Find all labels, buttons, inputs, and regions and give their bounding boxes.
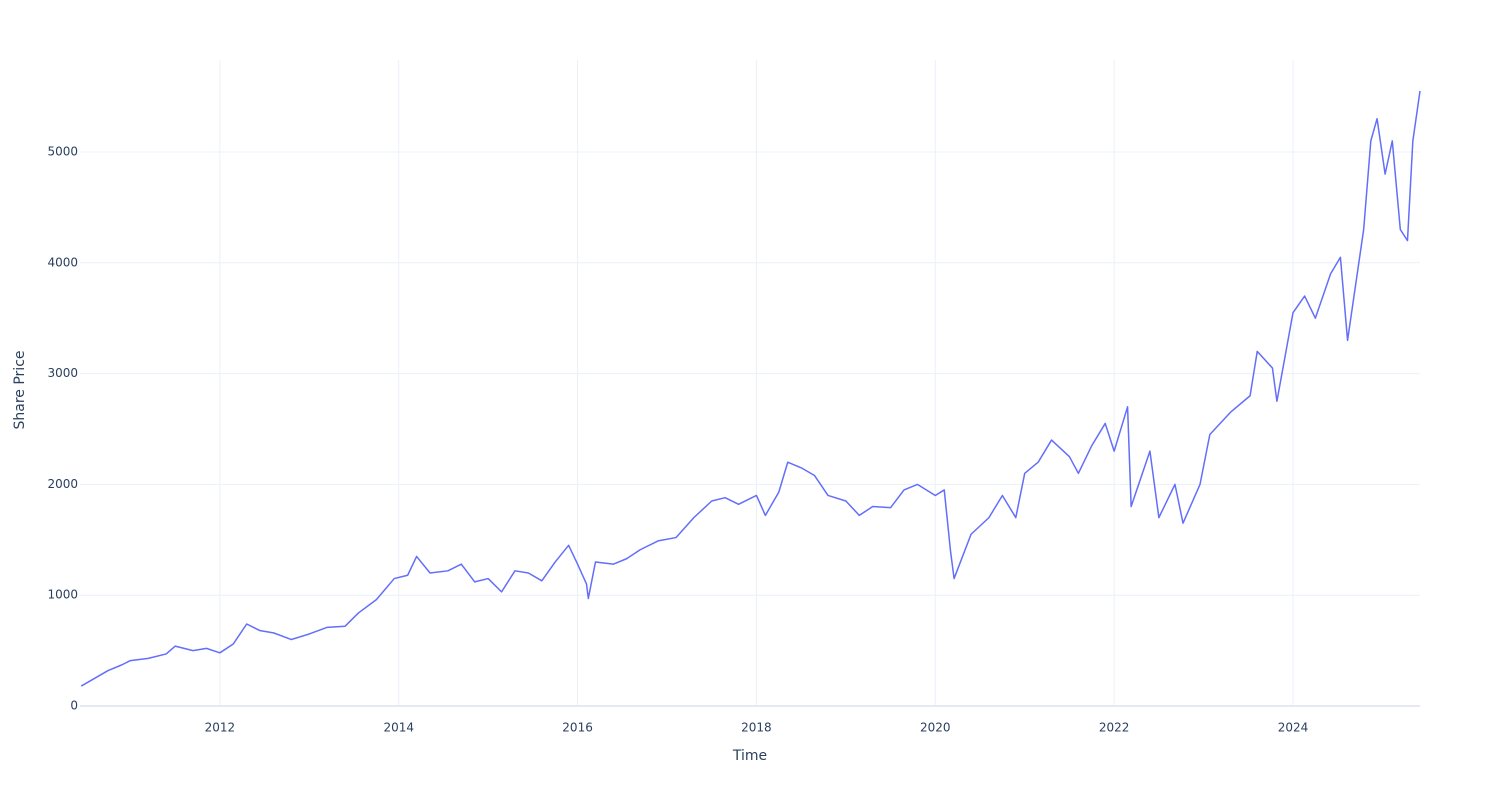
x-tick-label: 2016 (562, 721, 593, 735)
x-tick-label: 2018 (741, 721, 772, 735)
y-tick-label: 3000 (47, 366, 78, 380)
y-tick-label: 5000 (47, 144, 78, 158)
x-tick-label: 2020 (920, 721, 951, 735)
y-tick-label: 4000 (47, 255, 78, 269)
x-tick-label: 2024 (1278, 721, 1309, 735)
y-tick-label: 2000 (47, 477, 78, 491)
line (80, 90, 1421, 687)
y-tick-label: 0 (70, 699, 78, 713)
y-axis-title: Share Price (12, 350, 28, 429)
x-axis-title: Time (732, 748, 767, 764)
x-tick-label: 2022 (1099, 721, 1130, 735)
x-tick-label: 2012 (205, 721, 236, 735)
x-tick-label: 2014 (383, 721, 414, 735)
y-tick-label: 1000 (47, 588, 78, 602)
